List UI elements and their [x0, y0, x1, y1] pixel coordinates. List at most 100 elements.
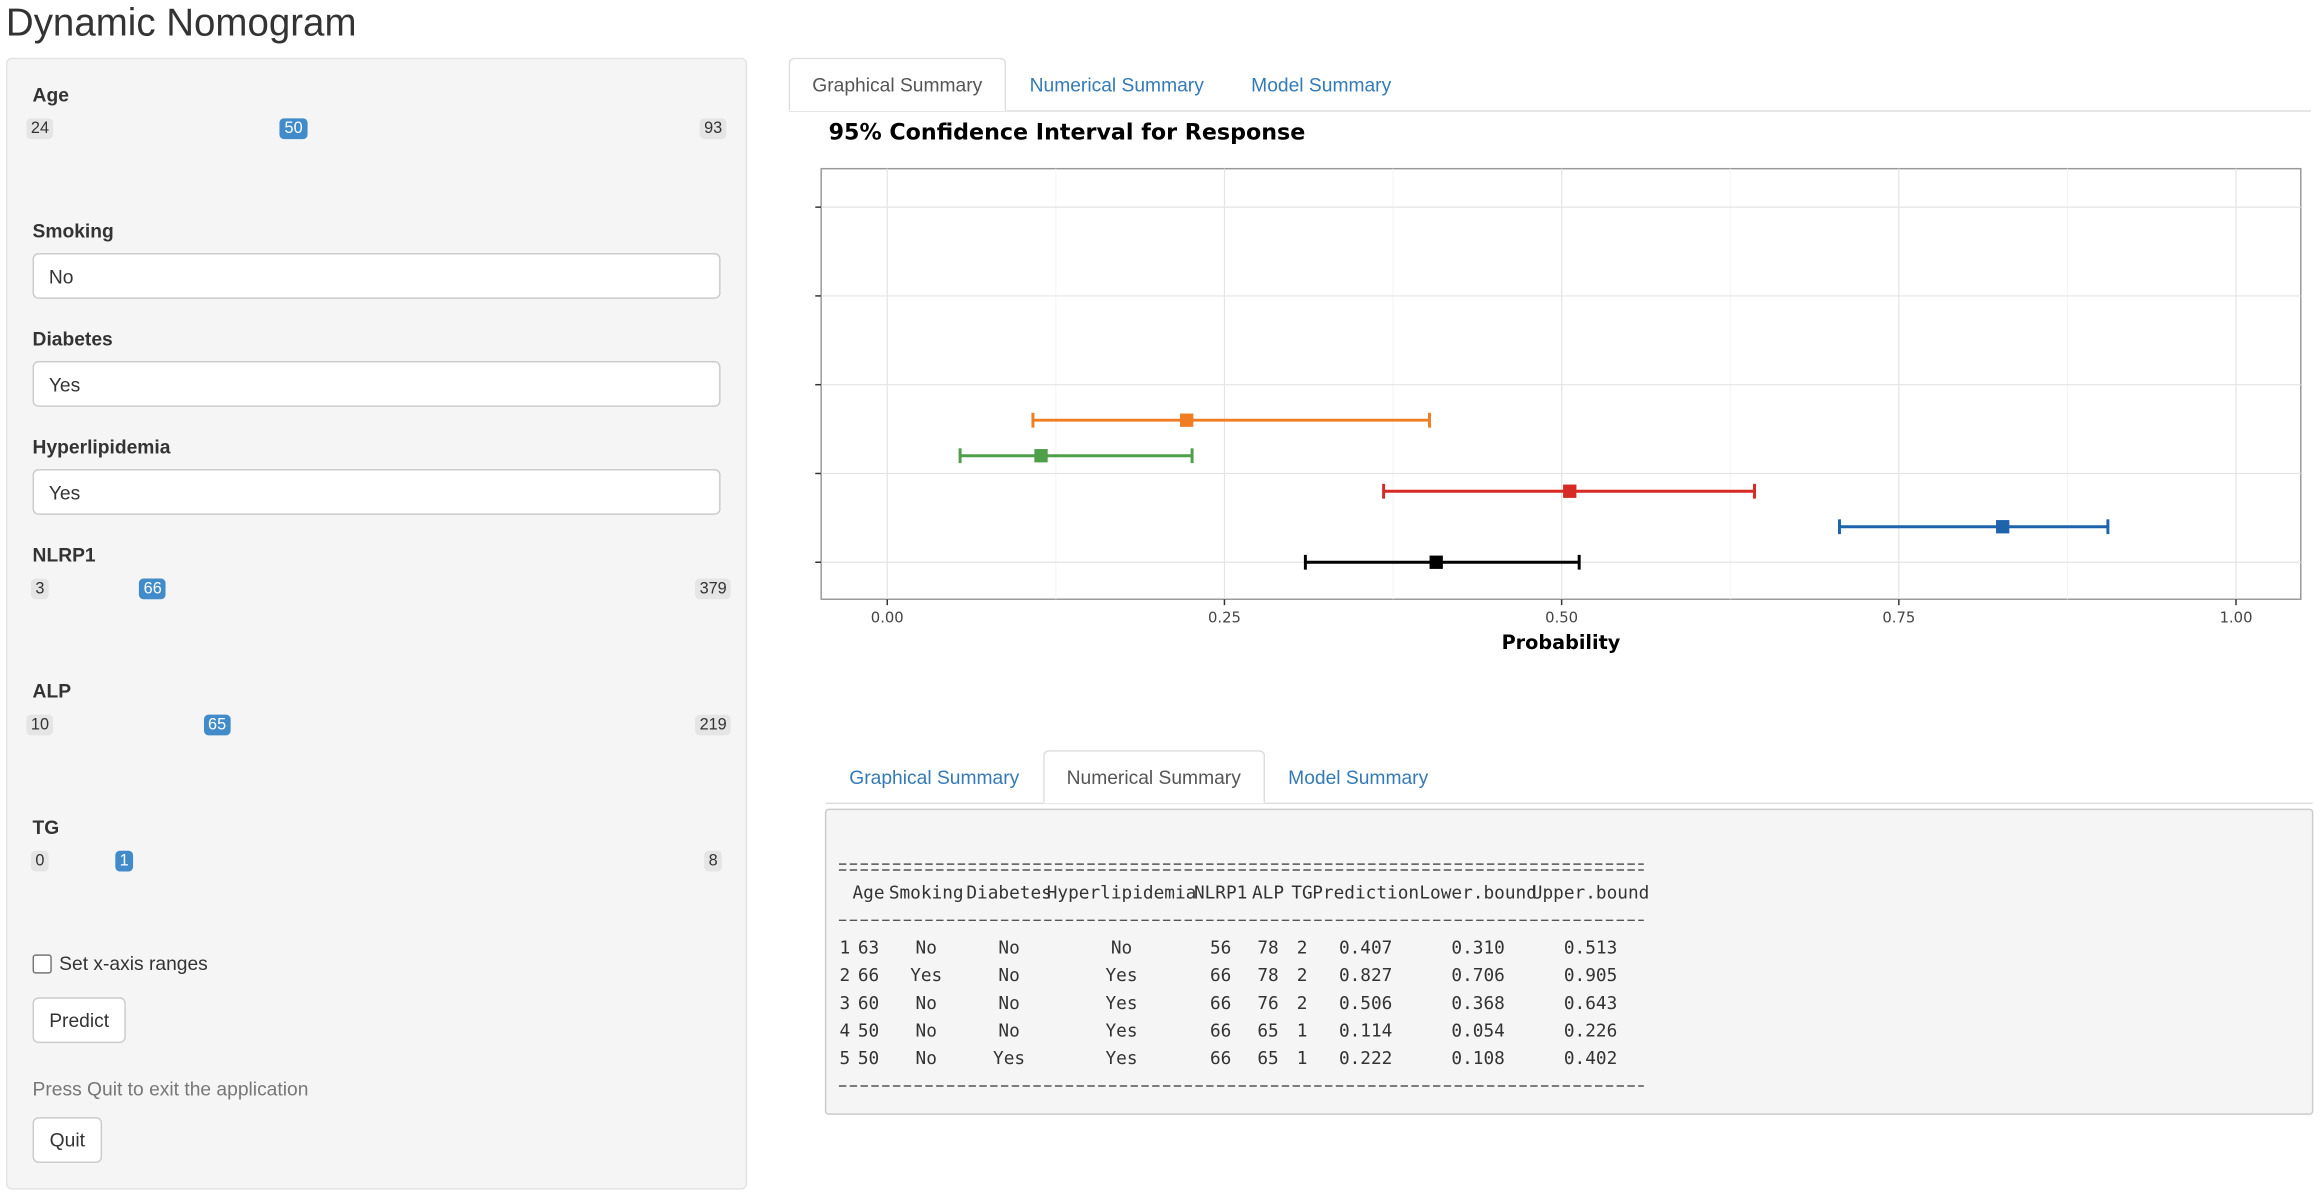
x-axis-label: Probability — [1502, 631, 1621, 654]
table-cell: 50 — [858, 1049, 879, 1069]
slider-value: 50 — [280, 118, 308, 140]
point — [1429, 555, 1443, 569]
select-value: No — [48, 264, 74, 288]
plot-panel — [820, 167, 2302, 600]
table-cell: 56 — [1210, 938, 1231, 958]
point — [1034, 449, 1048, 463]
slider-value: 65 — [203, 714, 231, 736]
tab-bar: Graphical Summary Numerical Summary Model … — [826, 750, 1452, 804]
quit-button[interactable]: Quit — [32, 1117, 103, 1163]
table-cell: 50 — [858, 1021, 879, 1041]
table-cell: 2 — [840, 966, 851, 986]
x-tick-label: 0.75 — [1882, 609, 1915, 626]
slider-max: 379 — [695, 578, 732, 600]
table-cell: 1 — [1297, 1049, 1308, 1069]
table-cell: Yes — [1105, 966, 1137, 986]
table-cell: 60 — [858, 994, 879, 1014]
slider-value: 1 — [115, 850, 134, 872]
table-cell: 0.407 — [1339, 938, 1392, 958]
select-box[interactable]: No — [32, 253, 721, 299]
slider-value: 66 — [139, 578, 167, 600]
table-cell: 78 — [1257, 938, 1278, 958]
table-cell: 2 — [1297, 994, 1308, 1014]
table-cell: No — [916, 994, 937, 1014]
table-cell: 66 — [1210, 994, 1231, 1014]
table-cell: 66 — [1210, 966, 1231, 986]
slider-min: 3 — [30, 578, 49, 600]
table-cell: 1 — [1297, 1021, 1308, 1041]
table-cell: No — [916, 1049, 937, 1069]
table-cell: 0.108 — [1451, 1049, 1504, 1069]
table-cell: 0.368 — [1451, 994, 1504, 1014]
table-cell: 0.310 — [1451, 938, 1504, 958]
table-cell: 0.643 — [1564, 994, 1617, 1014]
table-cell: 65 — [1257, 1021, 1278, 1041]
table-cell: No — [1111, 938, 1132, 958]
table-cell: 66 — [1210, 1021, 1231, 1041]
table-cell: 1 — [840, 938, 851, 958]
table-cell: 78 — [1257, 966, 1278, 986]
table-cell: 5 — [840, 1049, 851, 1069]
tab[interactable]: Graphical Summary — [849, 765, 1020, 788]
point — [1996, 520, 2010, 534]
table-header: Smoking — [889, 884, 964, 904]
table-cell: 65 — [1257, 1049, 1278, 1069]
table-cell: 4 — [840, 1021, 851, 1041]
table-header: Prediction — [1312, 884, 1419, 904]
select-box[interactable]: Yes — [32, 361, 721, 407]
select-value: Yes — [48, 372, 81, 396]
tab[interactable]: Numerical Summary — [1029, 73, 1204, 96]
table-header: TG — [1291, 884, 1312, 904]
select-box[interactable]: Yes — [32, 469, 721, 515]
table-cell: No — [916, 938, 937, 958]
control-label: Age — [32, 83, 69, 106]
control-label: Smoking — [32, 219, 114, 242]
table-cell: 0.706 — [1451, 966, 1504, 986]
table-cell: No — [998, 966, 1019, 986]
tab[interactable]: Model Summary — [1251, 73, 1392, 96]
control-label: Diabetes — [32, 327, 113, 350]
table-header: NLRP1 — [1194, 884, 1247, 904]
table-header: Upper.bound — [1532, 884, 1650, 904]
x-tick-label: 0.25 — [1208, 609, 1241, 626]
table-header: ALP — [1252, 884, 1284, 904]
interval — [1382, 483, 1756, 499]
table-cell: 2 — [1297, 938, 1308, 958]
interval — [958, 448, 1194, 464]
control-label: TG — [32, 815, 60, 839]
slider-max: 8 — [704, 850, 723, 872]
x-tick-label: 1.00 — [2220, 609, 2253, 626]
note: Press Quit to exit the application — [32, 1077, 309, 1101]
table-cell: 66 — [858, 966, 879, 986]
interval — [1303, 554, 1581, 570]
table-cell: Yes — [1105, 994, 1137, 1014]
x-tick-label: 0.00 — [871, 609, 904, 626]
slider-max: 93 — [699, 118, 727, 140]
table-header: Age — [852, 884, 884, 904]
tab[interactable]: Numerical Summary — [1042, 750, 1265, 804]
checkbox[interactable] — [32, 954, 52, 974]
slider-min: 24 — [26, 118, 54, 140]
table-cell: No — [998, 938, 1019, 958]
tab[interactable]: Graphical Summary — [788, 57, 1006, 111]
predict-button[interactable]: Predict — [32, 997, 126, 1044]
table-cell: 0.054 — [1451, 1021, 1504, 1041]
table-cell: 3 — [840, 994, 851, 1014]
table-cell: 0.513 — [1564, 938, 1617, 958]
table-cell: Yes — [993, 1049, 1025, 1069]
table-cell: 0.506 — [1339, 994, 1392, 1014]
sidebar — [5, 57, 748, 1190]
tab-bar: Graphical Summary Numerical Summary Model … — [788, 57, 1415, 111]
interval — [1031, 412, 1431, 428]
table-header: Hyperlipidemia — [1047, 884, 1197, 904]
table-cell: 63 — [858, 938, 879, 958]
chart-title: 95% Confidence Interval for Response — [829, 120, 1306, 146]
table-cell: 0.226 — [1564, 1021, 1617, 1041]
table-cell: Yes — [910, 966, 942, 986]
tab[interactable]: Model Summary — [1288, 765, 1429, 788]
checkbox-label: Set x-axis ranges — [59, 952, 208, 975]
table-header: Diabetes — [966, 884, 1052, 904]
table-cell: 0.827 — [1339, 966, 1392, 986]
table-cell: Yes — [1105, 1021, 1137, 1041]
